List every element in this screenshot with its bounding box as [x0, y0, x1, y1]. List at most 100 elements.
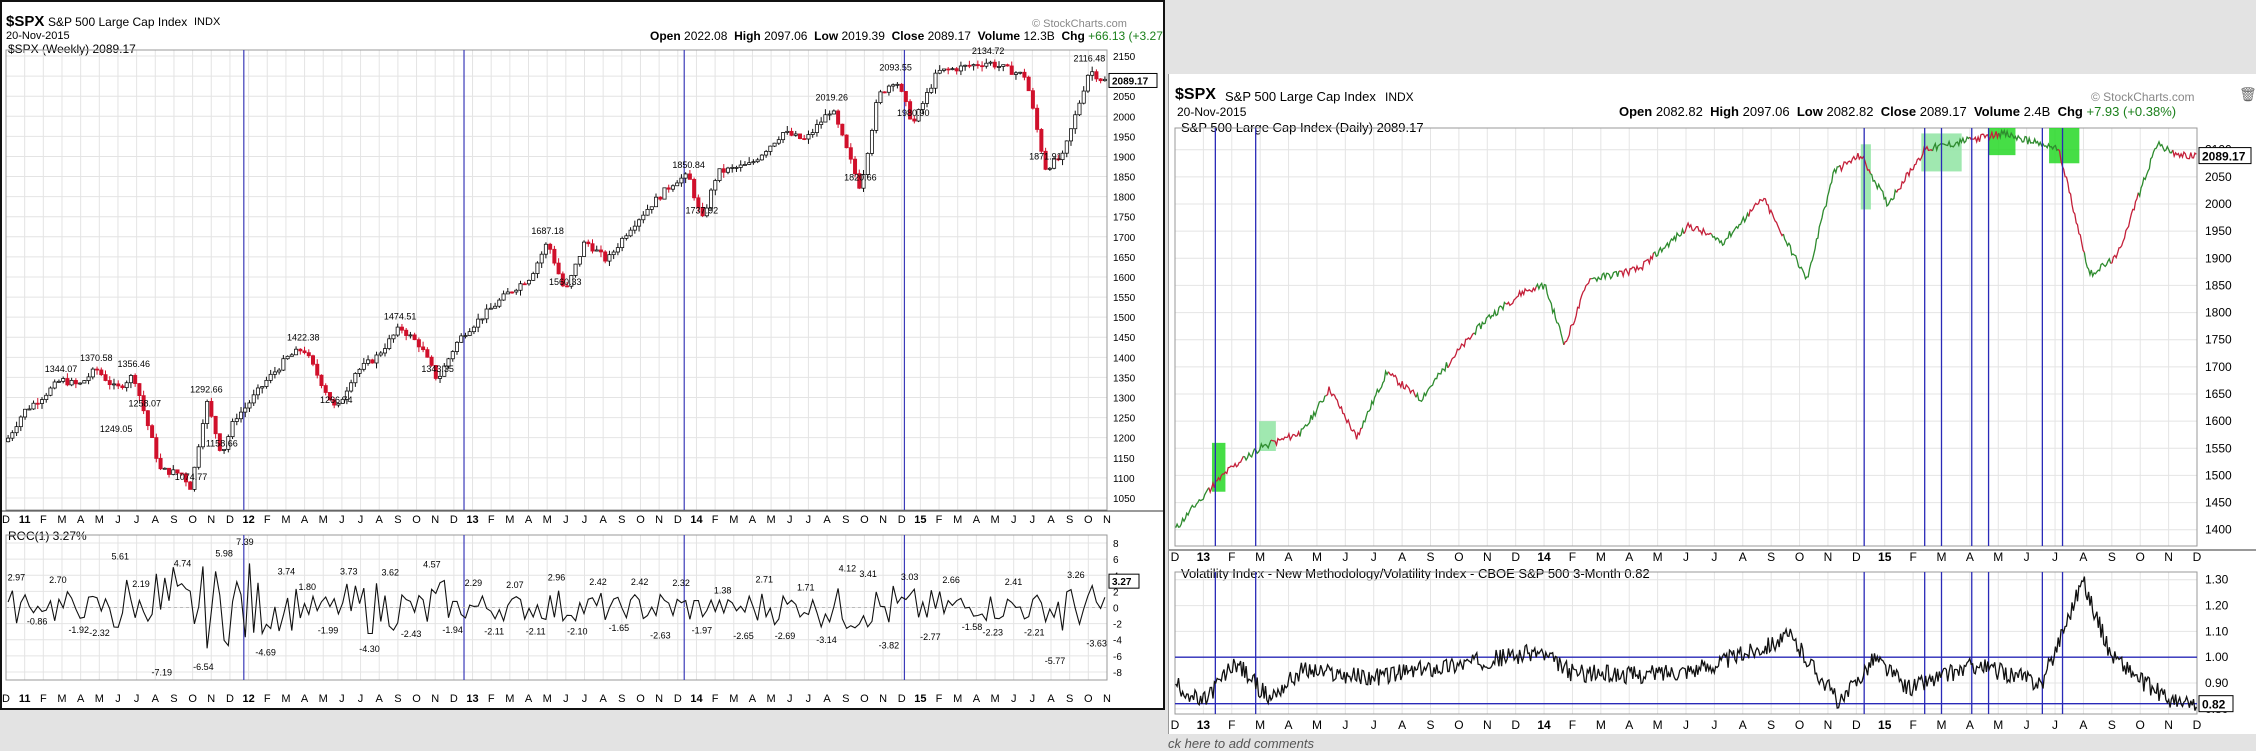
- candle-body: [971, 64, 976, 67]
- trash-icon[interactable]: 🗑: [2239, 86, 2256, 102]
- x-tick-label: D: [1171, 718, 1180, 732]
- candle-body: [416, 339, 421, 348]
- x-tick-label: M: [281, 693, 290, 705]
- candle-body: [1018, 71, 1023, 74]
- roc-annotation: 2.70: [49, 575, 67, 585]
- candle-body: [590, 243, 595, 252]
- y-tick-label: 1500: [1113, 313, 1136, 324]
- x-tick-label: J: [787, 693, 793, 705]
- y-tick-label: 1100: [1113, 474, 1135, 485]
- candle-body: [154, 437, 159, 459]
- candle-body: [776, 139, 781, 144]
- x-tick-label: S: [1066, 693, 1073, 705]
- candle-body: [226, 436, 231, 450]
- x-tick-label: M: [1255, 550, 1265, 564]
- candle-body: [836, 110, 841, 125]
- x-tick-label: 15: [1878, 718, 1892, 732]
- roc-annotation: -2.69: [775, 631, 796, 641]
- x-tick-label: F: [1909, 718, 1916, 732]
- chart-date: 20-Nov-2015: [6, 30, 70, 42]
- x-tick-label: 11: [19, 514, 31, 526]
- x-tick-label: J: [563, 693, 569, 705]
- weekly-chart-svg: DD1111FFMMAAMMJJJJAASSOONNDD1212FFMMAAMM…: [2, 46, 1163, 705]
- candle-body: [1056, 158, 1061, 161]
- candle-body: [1094, 71, 1099, 80]
- candle-body: [632, 225, 637, 231]
- candle-body: [670, 185, 675, 190]
- roc-annotation: -1.58: [962, 622, 983, 632]
- candle-body: [200, 423, 205, 448]
- price-annotation: 1343.35: [421, 364, 454, 374]
- add-comments-link[interactable]: ck here to add comments: [1168, 736, 1314, 751]
- candle-body: [1022, 71, 1027, 78]
- candle-body: [141, 395, 146, 412]
- y-tick-label: 1400: [2205, 523, 2232, 537]
- roc-annotation: -2.10: [567, 626, 588, 636]
- candle-body: [721, 168, 726, 173]
- candle-body: [450, 351, 455, 360]
- candle-body: [158, 458, 163, 470]
- candle-body: [717, 168, 722, 181]
- y-tick-label: 1700: [1113, 233, 1136, 244]
- y-tick-label: -4: [1113, 636, 1122, 647]
- candle-body: [488, 307, 493, 310]
- candle-body: [349, 382, 354, 392]
- x-tick-label: A: [1398, 718, 1406, 732]
- x-tick-label: F: [40, 693, 47, 705]
- candle-body: [137, 383, 142, 397]
- candle-body: [899, 83, 904, 92]
- x-tick-label: J: [1371, 718, 1377, 732]
- candle-body: [933, 72, 938, 89]
- x-tick-label: A: [1047, 514, 1055, 526]
- candle-body: [319, 374, 324, 386]
- candle-body: [526, 279, 531, 285]
- candle-body: [692, 178, 697, 199]
- candle-body: [239, 411, 244, 420]
- candle-body: [370, 359, 375, 364]
- x-tick-label: M: [1993, 550, 2003, 564]
- candle-body: [649, 206, 654, 210]
- roc-annotation: 2.32: [672, 578, 690, 588]
- candle-body: [645, 209, 650, 216]
- x-tick-label: D: [1852, 550, 1861, 564]
- x-tick-label: O: [188, 693, 197, 705]
- candle-body: [294, 348, 299, 356]
- candle-body: [82, 380, 87, 384]
- candle-body: [802, 138, 807, 140]
- x-tick-label: J: [339, 693, 345, 705]
- x-tick-label: 13: [466, 514, 478, 526]
- x-tick-label: A: [823, 514, 831, 526]
- price-annotation: 1560.33: [549, 277, 582, 287]
- x-tick-label: D: [2, 693, 10, 705]
- x-tick-label: 14: [690, 693, 703, 705]
- candle-body: [1043, 150, 1048, 170]
- candle-body: [683, 173, 688, 179]
- last-roc-tag: [1108, 573, 1140, 589]
- candle-body: [1013, 72, 1018, 75]
- x-tick-label: J: [1711, 550, 1717, 564]
- price-line-segment: [1505, 286, 1537, 307]
- x-tick-label: D: [674, 514, 682, 526]
- x-tick-label: N: [879, 693, 887, 705]
- candle-body: [679, 177, 684, 184]
- ohlc-row: Open 2082.82 High 2097.06 Low 2082.82 Cl…: [1619, 104, 2177, 119]
- candle-body: [709, 189, 714, 209]
- candle-body: [637, 219, 642, 227]
- candle-body: [827, 113, 832, 116]
- x-tick-label: A: [1739, 550, 1747, 564]
- candle-body: [459, 335, 464, 343]
- last-roc-tag-text: 3.27: [1112, 577, 1132, 588]
- candle-body: [742, 164, 747, 166]
- x-tick-label: N: [2164, 550, 2173, 564]
- x-tick-label: J: [358, 693, 364, 705]
- x-tick-label: O: [2136, 550, 2145, 564]
- y-tick-label: 2050: [2205, 170, 2232, 184]
- price-annotation: 1258.07: [128, 398, 161, 408]
- candle-body: [213, 415, 218, 435]
- y-tick-label: 2150: [1113, 52, 1136, 63]
- x-tick-label: D: [450, 514, 458, 526]
- price-annotation: 1356.46: [117, 359, 150, 369]
- candle-body: [52, 381, 57, 389]
- x-tick-label: N: [1824, 550, 1833, 564]
- x-tick-label: M: [767, 693, 776, 705]
